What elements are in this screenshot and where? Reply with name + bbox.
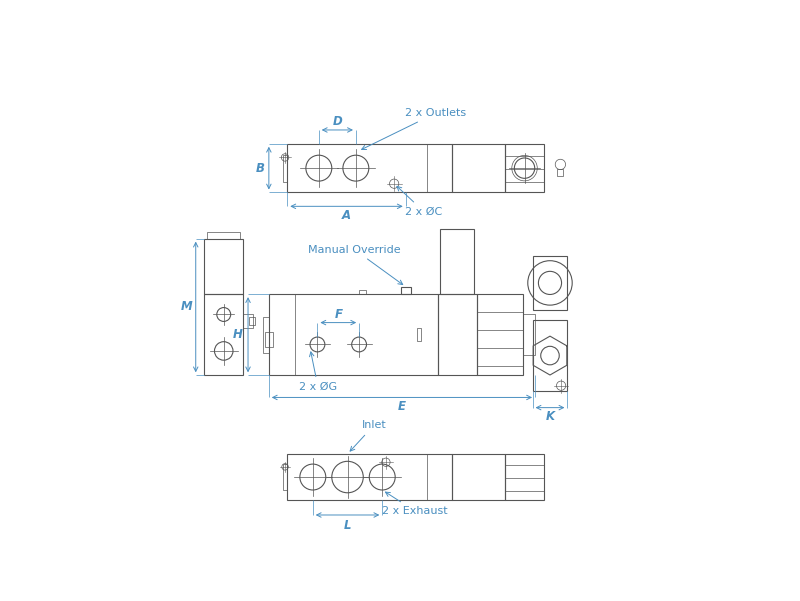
Bar — [523, 314, 535, 355]
Text: Manual Override: Manual Override — [308, 245, 402, 285]
Text: Inlet: Inlet — [350, 421, 386, 451]
Bar — [269, 294, 438, 375]
Bar — [401, 287, 411, 294]
Bar — [533, 256, 567, 310]
Bar — [359, 290, 366, 294]
Bar — [207, 232, 240, 239]
Bar — [418, 328, 421, 341]
Bar — [204, 239, 243, 294]
Text: 2 x ØC: 2 x ØC — [397, 186, 442, 216]
Bar — [452, 144, 505, 192]
Bar — [204, 294, 243, 375]
Bar — [282, 154, 287, 182]
Text: 2 x ØG: 2 x ØG — [299, 352, 337, 392]
Bar — [282, 464, 287, 490]
Bar — [287, 144, 452, 192]
Bar — [265, 332, 274, 347]
Bar — [243, 314, 253, 328]
Text: 2 x Exhaust: 2 x Exhaust — [382, 492, 448, 516]
Bar — [505, 144, 544, 192]
Bar — [505, 454, 544, 500]
Text: H: H — [233, 328, 242, 341]
Text: B: B — [256, 162, 265, 175]
Bar — [438, 294, 477, 375]
Bar — [440, 230, 474, 294]
Text: K: K — [546, 410, 554, 423]
Bar — [533, 320, 567, 391]
Text: L: L — [344, 519, 351, 532]
Text: D: D — [333, 115, 342, 128]
Bar — [477, 294, 523, 375]
Bar — [249, 317, 254, 325]
Text: A: A — [342, 209, 351, 222]
Bar — [452, 454, 505, 500]
Bar — [263, 317, 269, 353]
Text: M: M — [181, 300, 192, 314]
Text: F: F — [334, 308, 342, 321]
Text: E: E — [398, 400, 406, 413]
Bar — [287, 454, 452, 500]
Text: 2 x Outlets: 2 x Outlets — [362, 108, 466, 150]
